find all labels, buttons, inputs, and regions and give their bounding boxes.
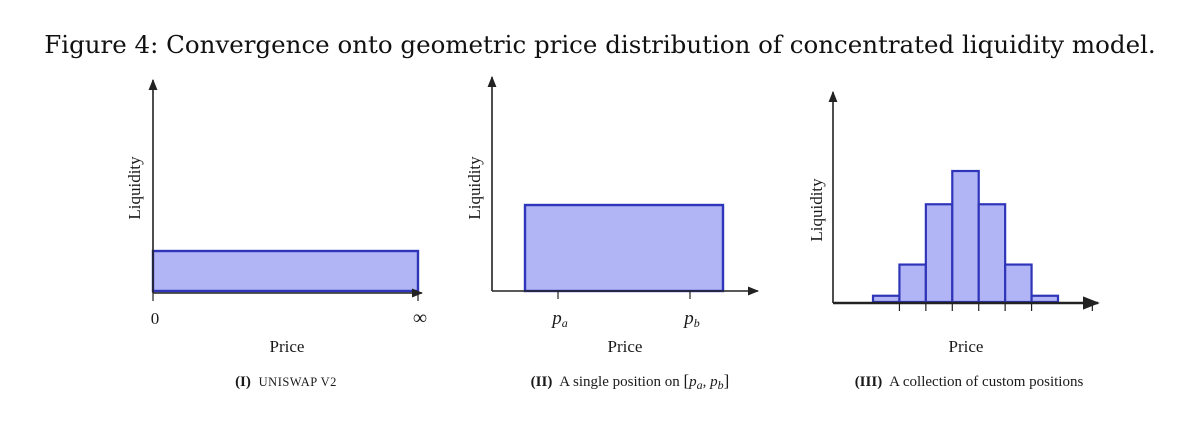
panel2-tick-pa-main: p bbox=[550, 308, 562, 329]
figure-title: Figure 4: Convergence onto geometric pri… bbox=[44, 30, 1156, 59]
panel2-xlabel: Price bbox=[608, 337, 643, 356]
panel3-bar-3 bbox=[924, 203, 954, 304]
panel2-tick-label-pa: pa bbox=[550, 308, 568, 330]
panel-custom-positions: Liquidity Price (III) A collection of cu… bbox=[807, 90, 1100, 390]
panel3-bar-1 bbox=[871, 294, 901, 304]
panel2-caption-pa: p bbox=[688, 374, 697, 390]
panel3-ticks bbox=[898, 303, 1093, 311]
panel2-caption-sep: , bbox=[703, 374, 711, 390]
panel2-bars bbox=[523, 203, 725, 293]
panel3-bar-5 bbox=[977, 203, 1007, 304]
panel3-caption: (III) A collection of custom positions bbox=[855, 374, 1084, 390]
panel1-tick-label-zero: 0 bbox=[151, 309, 160, 328]
panel2-caption-pb: p bbox=[709, 374, 718, 390]
panel2-tick-pb-sub: b bbox=[694, 316, 700, 330]
panel1-xlabel: Price bbox=[270, 337, 305, 356]
panel2-ylabel: Liquidity bbox=[465, 156, 484, 220]
panel1-bars bbox=[151, 249, 420, 293]
panel3-bar-4 bbox=[951, 169, 980, 304]
panel3-bars bbox=[871, 169, 1060, 304]
panel2-tick-label-pb: pb bbox=[682, 308, 700, 330]
panel3-caption-number: (III) bbox=[855, 374, 883, 390]
panel1-caption: (I) Uniswap v2 bbox=[235, 374, 337, 390]
panel3-bar-2 bbox=[898, 263, 927, 304]
panel3-caption-text: A collection of custom positions bbox=[889, 374, 1083, 390]
panel3-bar-6 bbox=[1004, 263, 1033, 304]
panel1-tick-label-infinity: ∞ bbox=[413, 307, 427, 329]
panel2-caption-text: A single position on bbox=[559, 374, 683, 390]
panel3-bar-7 bbox=[1030, 294, 1060, 304]
panel-single-position: Liquidity pa pb Price (II) A single posi… bbox=[465, 75, 760, 392]
panel2-caption-open: [ bbox=[683, 371, 689, 390]
panel1-ylabel: Liquidity bbox=[125, 156, 144, 220]
panel1-bar-1 bbox=[151, 249, 420, 293]
panel2-bar-1 bbox=[523, 203, 725, 293]
panel2-caption-close: ] bbox=[724, 371, 730, 390]
panel1-caption-text: Uniswap v2 bbox=[259, 375, 337, 389]
panel3-xlabel: Price bbox=[949, 337, 984, 356]
panel2-caption: (II) A single position on [pa, pb] bbox=[531, 371, 730, 392]
panel1-caption-number: (I) bbox=[235, 374, 251, 390]
panel2-caption-pb-sub: b bbox=[718, 378, 724, 392]
panel2-tick-pb-main: p bbox=[682, 308, 694, 329]
panel2-tick-pa-sub: a bbox=[562, 316, 568, 330]
panel2-caption-pa-sub: a bbox=[697, 378, 703, 392]
panel2-caption-number: (II) bbox=[531, 374, 553, 390]
panel3-ylabel: Liquidity bbox=[807, 178, 826, 242]
panel-uniswap-v2: Liquidity 0 ∞ Price (I) Uniswap v2 bbox=[125, 78, 427, 390]
